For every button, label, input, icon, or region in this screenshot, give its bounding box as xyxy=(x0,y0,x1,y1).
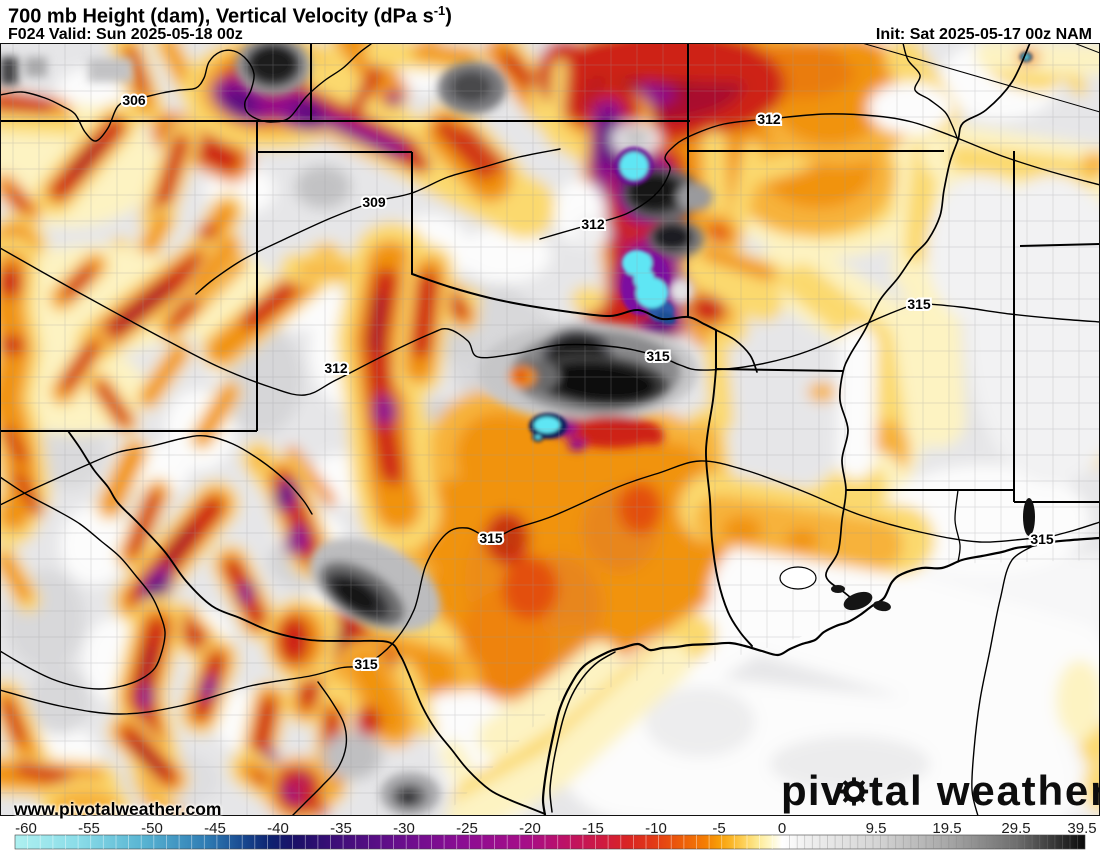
svg-text:39.5: 39.5 xyxy=(1067,820,1096,837)
svg-text:-20: -20 xyxy=(519,820,541,837)
svg-text:piv: piv xyxy=(781,767,845,814)
svg-text:315: 315 xyxy=(479,530,503,546)
svg-text:-30: -30 xyxy=(393,820,415,837)
svg-text:9.5: 9.5 xyxy=(866,820,887,837)
svg-text:315: 315 xyxy=(1030,531,1054,547)
svg-text:-50: -50 xyxy=(141,820,163,837)
svg-text:312: 312 xyxy=(581,216,605,232)
svg-text:312: 312 xyxy=(324,360,348,376)
svg-text:-35: -35 xyxy=(330,820,352,837)
svg-text:-45: -45 xyxy=(204,820,226,837)
svg-text:309: 309 xyxy=(362,194,386,210)
svg-text:tal weather: tal weather xyxy=(869,767,1100,814)
svg-text:315: 315 xyxy=(354,656,378,672)
svg-text:-15: -15 xyxy=(582,820,604,837)
svg-text:-25: -25 xyxy=(456,820,478,837)
svg-text:-60: -60 xyxy=(15,820,37,837)
svg-text:-5: -5 xyxy=(712,820,725,837)
svg-text:29.5: 29.5 xyxy=(1001,820,1030,837)
svg-text:-55: -55 xyxy=(78,820,100,837)
svg-text:315: 315 xyxy=(907,296,931,312)
svg-text:312: 312 xyxy=(757,111,781,127)
svg-text:-40: -40 xyxy=(267,820,289,837)
svg-text:0: 0 xyxy=(778,820,786,837)
svg-text:315: 315 xyxy=(646,348,670,364)
svg-text:306: 306 xyxy=(122,92,146,108)
svg-text:-10: -10 xyxy=(645,820,667,837)
svg-text:19.5: 19.5 xyxy=(932,820,961,837)
